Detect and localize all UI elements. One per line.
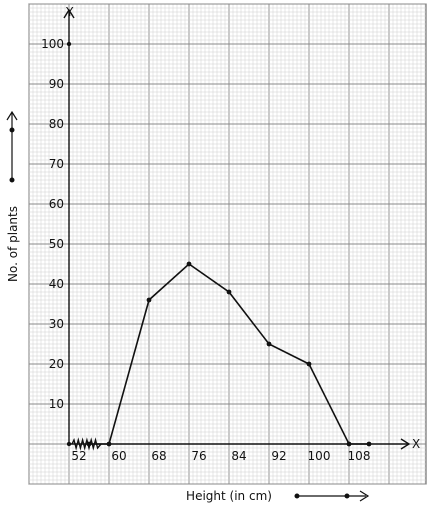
y-axis-letter: Y xyxy=(65,5,74,19)
y-tick-label: 100 xyxy=(41,37,64,51)
y-tick-label: 90 xyxy=(49,77,64,91)
y-tick-label: 40 xyxy=(49,277,64,291)
x-axis-title: Height (in cm) xyxy=(186,489,272,503)
x-tick-label: 92 xyxy=(271,449,286,463)
y-axis-title: No. of plants xyxy=(6,206,20,282)
y-tick-label: 30 xyxy=(49,317,64,331)
x-tick-label: 84 xyxy=(231,449,246,463)
x-tick-label: 76 xyxy=(191,449,206,463)
zigzag-path xyxy=(71,437,102,451)
y-direction-arrow xyxy=(6,110,18,183)
y-axis-arrowhead xyxy=(63,8,75,19)
data-point xyxy=(266,341,272,347)
data-point xyxy=(86,441,92,447)
x-tick-label: 68 xyxy=(151,449,166,463)
y-tick-label: 70 xyxy=(49,157,64,171)
x-axis-arrowhead xyxy=(400,438,411,450)
y-axis-top-dot xyxy=(66,41,72,47)
data-point xyxy=(346,441,352,447)
data-point xyxy=(106,441,112,447)
series-line xyxy=(86,261,372,447)
y-tick-label: 20 xyxy=(49,357,64,371)
data-point xyxy=(186,261,192,267)
x-axis-break-zigzag xyxy=(71,437,102,451)
y-tick-label: 80 xyxy=(49,117,64,131)
x-direction-arrow xyxy=(294,490,370,502)
data-point xyxy=(226,289,232,295)
y-tick-label: 60 xyxy=(49,197,64,211)
y-tick-label: 10 xyxy=(49,397,64,411)
origin-dot xyxy=(66,441,72,447)
x-tick-label: 52 xyxy=(71,449,86,463)
graph-paper-grid xyxy=(28,3,427,485)
data-point xyxy=(366,441,372,447)
y-tick-label: 50 xyxy=(49,237,64,251)
x-axis-letter: X xyxy=(412,437,420,451)
data-point xyxy=(306,361,312,367)
x-tick-label: 108 xyxy=(348,449,371,463)
x-tick-label: 100 xyxy=(308,449,331,463)
data-point xyxy=(146,297,152,303)
tick-labels: 10 20 30 40 50 60 70 80 90 100 52 60 68 76 84 92 100 108 xyxy=(41,37,370,463)
x-tick-label: 60 xyxy=(111,449,126,463)
